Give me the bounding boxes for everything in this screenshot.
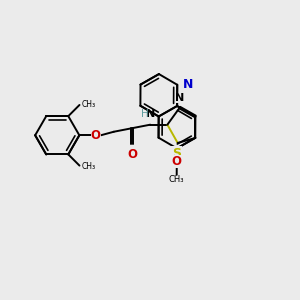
Text: O: O [172, 155, 182, 168]
Text: O: O [91, 129, 100, 142]
Text: CH₃: CH₃ [169, 175, 184, 184]
Text: N: N [182, 78, 193, 91]
Text: H: H [140, 109, 148, 119]
Text: CH₃: CH₃ [82, 100, 96, 109]
Text: S: S [172, 147, 181, 160]
Text: N: N [146, 109, 155, 119]
Text: N: N [175, 94, 184, 103]
Text: O: O [127, 148, 137, 161]
Text: CH₃: CH₃ [82, 162, 96, 171]
